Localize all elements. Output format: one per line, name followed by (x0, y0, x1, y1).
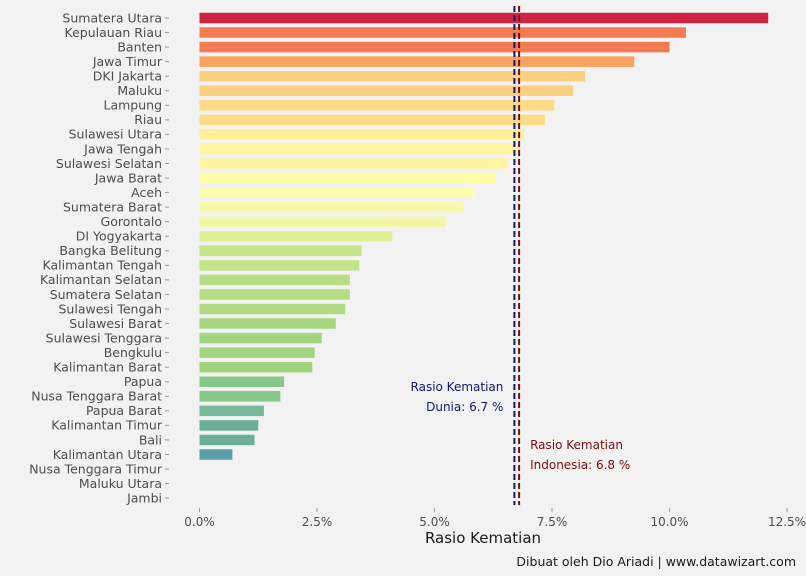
category-label: Riau (134, 112, 162, 127)
reference-line-value: Indonesia: 6.8 % (530, 458, 630, 472)
category-label: Jawa Tengah (83, 141, 162, 156)
bar (199, 27, 686, 38)
reference-line-label: Rasio Kematian (411, 380, 504, 394)
category-label: Kalimantan Tengah (43, 258, 162, 273)
category-label: DKI Jakarta (93, 69, 162, 84)
bar (199, 391, 281, 402)
x-axis-ticks: 0.0% 2.5% 5.0% 7.5% 10.0% 12.5% (184, 508, 806, 529)
bar (199, 114, 545, 126)
category-label: Sumatera Selatan (50, 287, 162, 302)
category-label: Sulawesi Tengah (58, 301, 162, 316)
bar (199, 172, 496, 184)
category-label: Sumatera Barat (63, 199, 162, 214)
bar (199, 12, 769, 24)
category-label: Kalimantan Barat (53, 360, 162, 375)
bar (199, 143, 517, 155)
x-tick-label: 7.5% (537, 515, 568, 529)
x-tick-label: 12.5% (768, 515, 806, 529)
category-label: Kepulauan Riau (65, 25, 162, 40)
category-label: Bengkulu (104, 345, 162, 360)
bar (199, 216, 447, 227)
bar (199, 303, 346, 315)
category-label: Gorontalo (101, 214, 162, 229)
category-label: Nusa Tenggara Timur (29, 461, 163, 476)
category-label: Aceh (131, 185, 162, 200)
category-label: Maluku Utara (79, 476, 162, 491)
category-label: Kalimantan Utara (53, 447, 162, 462)
bar (199, 347, 315, 358)
bar (199, 434, 255, 446)
x-tick-label: 0.0% (184, 515, 215, 529)
category-label: Kalimantan Selatan (40, 272, 162, 287)
caption: Dibuat oleh Dio Ariadi | www.datawizart.… (516, 554, 796, 569)
bar (199, 318, 336, 329)
bar (199, 70, 585, 82)
bar (199, 56, 635, 67)
bars-group (199, 12, 769, 460)
x-tick-label: 5.0% (419, 515, 450, 529)
category-label: DI Yogyakarta (76, 229, 162, 244)
category-label: Kalimantan Timur (51, 418, 163, 433)
category-label: Jawa Timur (92, 54, 163, 69)
x-tick-label: 10.0% (650, 515, 688, 529)
category-label: Papua Barat (86, 403, 162, 418)
category-label: Lampung (103, 98, 162, 113)
category-label: Sulawesi Tenggara (46, 330, 162, 345)
bar (199, 129, 524, 140)
bar (199, 100, 555, 111)
bar (199, 289, 350, 300)
bar (199, 201, 463, 213)
category-label: Sulawesi Utara (69, 127, 162, 142)
category-label: Maluku (117, 83, 162, 98)
reference-lines: Rasio Kematian Dunia: 6.7 % Rasio Kematian… (411, 6, 630, 506)
category-label: Jambi (126, 490, 162, 505)
category-label: Bangka Belitung (59, 243, 162, 258)
bar (199, 158, 508, 169)
category-label: Bali (139, 432, 162, 447)
x-tick-label: 2.5% (302, 515, 333, 529)
category-label: Sulawesi Selatan (56, 156, 162, 171)
bar (199, 274, 350, 286)
reference-line-label: Rasio Kematian (530, 438, 623, 452)
x-axis-title: Rasio Kematian (425, 529, 541, 547)
bar (199, 85, 574, 96)
bar (199, 231, 393, 242)
bar (199, 449, 233, 460)
bar (199, 376, 285, 387)
category-label: Jawa Barat (94, 170, 162, 185)
bar (199, 332, 322, 344)
category-label: Sulawesi Barat (69, 316, 162, 331)
bar (199, 187, 475, 198)
bar (199, 41, 670, 53)
category-label: Banten (117, 39, 162, 54)
bar (199, 420, 259, 431)
bar (199, 361, 313, 373)
category-label: Sumatera Utara (62, 10, 162, 25)
category-label: Papua (124, 374, 162, 389)
bar (199, 405, 264, 417)
category-label: Nusa Tenggara Barat (31, 389, 162, 404)
reference-line-value: Dunia: 6.7 % (426, 400, 503, 414)
bar (199, 245, 362, 257)
bar (199, 260, 360, 271)
